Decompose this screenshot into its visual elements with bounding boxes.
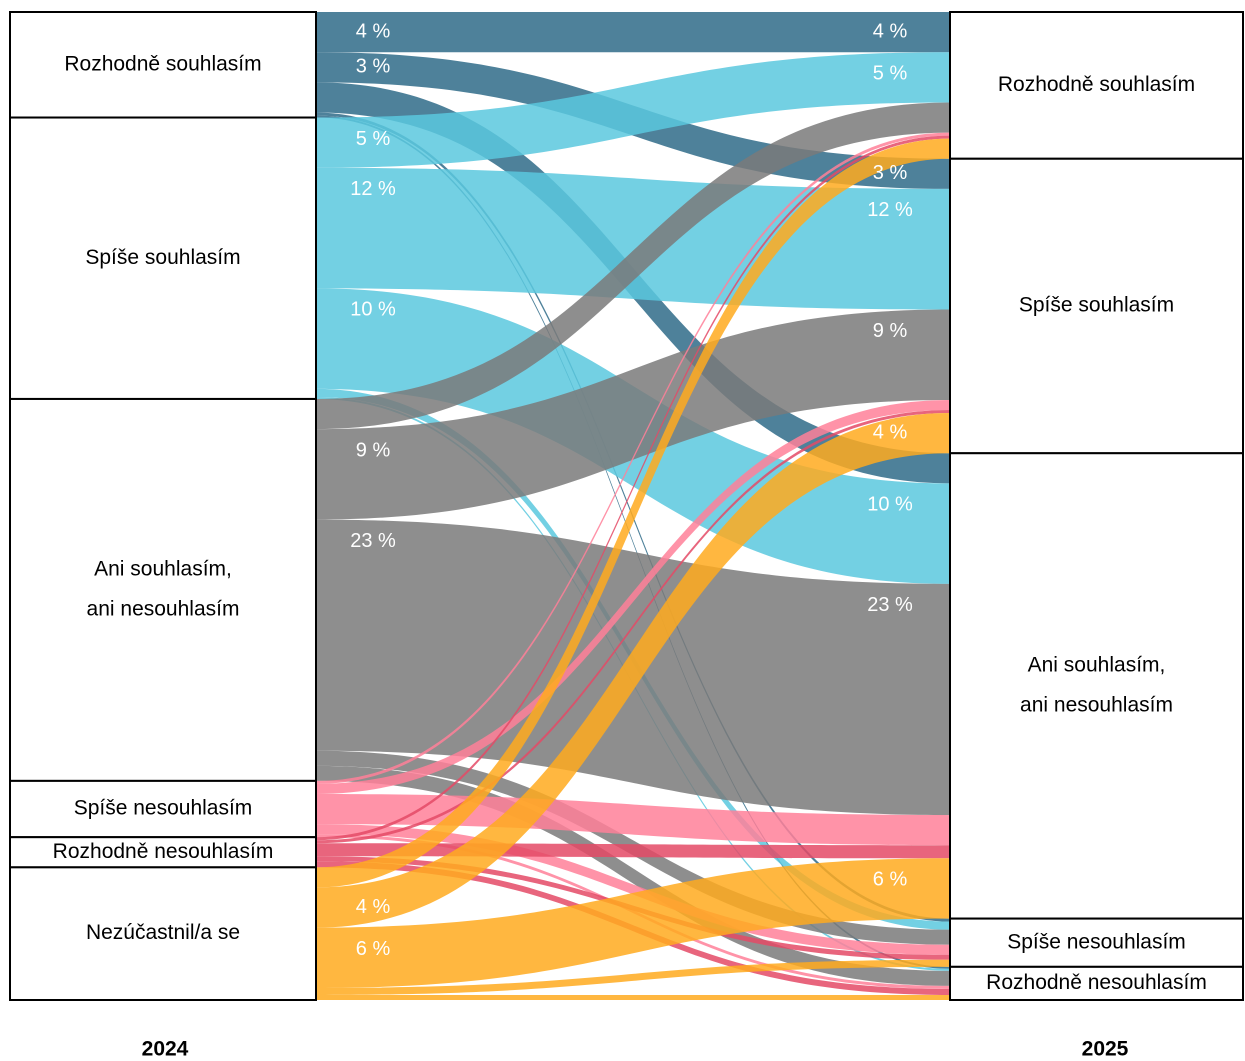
flow-label: 6 % [873, 869, 908, 891]
flow [316, 138, 950, 888]
flow [316, 167, 950, 310]
flow-label: 6 % [356, 938, 391, 960]
node-label: Spíše nesouhlasím [74, 797, 253, 820]
flow-label: 23 % [867, 594, 913, 616]
nodes: Rozhodně souhlasím Rozhodně souhlasím Spíš… [9, 11, 1244, 1002]
node-label: Ani souhlasím, [94, 557, 232, 580]
flow-label: 3 % [356, 56, 391, 78]
node-label: Rozhodně souhlasím [64, 52, 261, 75]
node [949, 11, 1244, 160]
flow-label: 5 % [356, 128, 391, 150]
flows [316, 12, 950, 1000]
node [9, 11, 317, 119]
flow-label: 4 % [873, 20, 908, 42]
node [9, 866, 317, 1002]
node-label: ani nesouhlasím [1020, 693, 1173, 716]
node-label: Spíše souhlasím [85, 246, 240, 269]
flow [316, 399, 950, 794]
flow [316, 115, 950, 969]
flow-label: 4 % [873, 421, 908, 443]
flow [316, 994, 950, 1000]
flow [316, 135, 950, 841]
flow [316, 52, 950, 168]
node-label: Nezúčastnil/a se [86, 921, 240, 944]
flow [316, 824, 950, 955]
node-label: Rozhodně souhlasím [998, 73, 1195, 96]
flow-label: 12 % [867, 199, 913, 221]
flow [316, 858, 950, 988]
node [949, 157, 1244, 455]
flow-label: 9 % [873, 320, 908, 342]
flow [316, 309, 950, 520]
node-label: Ani souhlasím, [1028, 653, 1166, 676]
flow-label: 9 % [356, 439, 391, 461]
flow [316, 959, 950, 995]
column-label: 2024 [142, 1038, 189, 1061]
node [949, 452, 1244, 920]
flow-label: 3 % [873, 162, 908, 184]
flow-label: 10 % [350, 299, 396, 321]
flow-label: 4 % [356, 896, 391, 918]
labels: 4 % 4 % 3 % 3 % 5 % 5 % 12 % 12 % 10 % 10 % 9 % 9 %… [350, 20, 913, 960]
node-label: Spíše souhlasím [1019, 294, 1174, 317]
flow [316, 410, 950, 844]
flow [316, 765, 950, 986]
flow-label: 23 % [350, 530, 396, 552]
node [9, 116, 317, 400]
flow [316, 413, 950, 928]
node [949, 917, 1244, 968]
node [949, 965, 1244, 1002]
node-label: Rozhodně nesouhlasím [986, 971, 1207, 994]
flow-label: 12 % [350, 178, 396, 200]
node [9, 397, 317, 782]
flow-label: 5 % [873, 62, 908, 84]
node [9, 836, 317, 869]
flow-label: 4 % [356, 20, 391, 42]
flow [316, 102, 950, 430]
node-label: ani nesouhlasím [87, 597, 240, 620]
flow [316, 12, 950, 53]
node-label: Spíše nesouhlasím [1007, 930, 1186, 953]
flow-label: 10 % [867, 494, 913, 516]
node-label: Rozhodně nesouhlasím [53, 840, 274, 863]
flow [316, 132, 950, 784]
column-label: 2025 [1082, 1038, 1129, 1061]
